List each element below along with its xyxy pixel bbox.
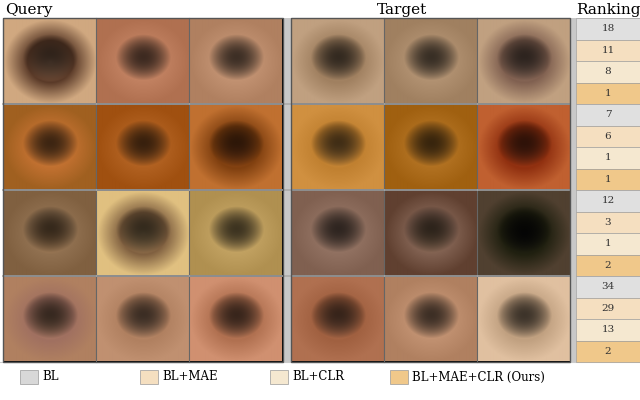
Text: BL: BL (42, 370, 58, 384)
Bar (576, 104, 640, 126)
Text: 6: 6 (605, 132, 611, 141)
Bar (576, 212, 640, 233)
Bar (576, 82, 640, 104)
Bar (96, 276, 189, 362)
Text: BL+MAE+CLR (Ours): BL+MAE+CLR (Ours) (412, 370, 545, 384)
Text: 7: 7 (605, 110, 611, 119)
Bar (390, 370, 408, 384)
Text: 12: 12 (602, 196, 614, 205)
Bar (189, 104, 282, 190)
Bar (3, 18, 640, 362)
Bar (576, 233, 640, 254)
Bar (576, 61, 640, 82)
Bar (477, 18, 570, 104)
Text: 1: 1 (605, 89, 611, 98)
Text: 11: 11 (602, 46, 614, 55)
Bar (96, 18, 189, 104)
Bar (383, 276, 477, 362)
Text: 1: 1 (605, 153, 611, 162)
Bar (383, 190, 477, 276)
Bar (576, 147, 640, 168)
Text: 1: 1 (605, 175, 611, 184)
Bar (291, 190, 383, 276)
Text: Ranking: Ranking (576, 3, 640, 17)
Text: BL+MAE: BL+MAE (162, 370, 218, 384)
Bar (291, 104, 383, 190)
Bar (383, 18, 477, 104)
Bar (189, 276, 282, 362)
Bar (576, 298, 640, 319)
Bar (383, 104, 477, 190)
Bar (576, 254, 640, 276)
Bar (20, 370, 38, 384)
Bar (576, 40, 640, 61)
Bar (3, 18, 282, 362)
Text: 2: 2 (605, 347, 611, 356)
Bar (576, 126, 640, 147)
Bar (576, 168, 640, 190)
Bar (477, 190, 570, 276)
Bar (477, 104, 570, 190)
Text: 18: 18 (602, 24, 614, 33)
Bar (96, 104, 189, 190)
Bar (189, 18, 282, 104)
Bar (576, 319, 640, 340)
Text: 29: 29 (602, 304, 614, 313)
Bar (291, 18, 570, 362)
Bar (576, 340, 640, 362)
Bar (576, 276, 640, 298)
Bar (576, 18, 640, 40)
Bar (291, 276, 383, 362)
Text: BL+CLR: BL+CLR (292, 370, 344, 384)
Bar (477, 276, 570, 362)
Bar (3, 276, 96, 362)
Bar (270, 370, 288, 384)
Bar (3, 18, 96, 104)
Text: 8: 8 (605, 67, 611, 76)
Text: 2: 2 (605, 261, 611, 270)
Bar (189, 190, 282, 276)
Bar (96, 190, 189, 276)
Text: 34: 34 (602, 282, 614, 291)
Bar (3, 190, 96, 276)
Text: 13: 13 (602, 325, 614, 334)
Bar (3, 104, 96, 190)
Bar (291, 18, 383, 104)
Bar (576, 190, 640, 212)
Text: Query: Query (5, 3, 52, 17)
Text: 1: 1 (605, 239, 611, 248)
Text: 3: 3 (605, 218, 611, 227)
Text: Target: Target (377, 3, 428, 17)
Bar (140, 370, 158, 384)
